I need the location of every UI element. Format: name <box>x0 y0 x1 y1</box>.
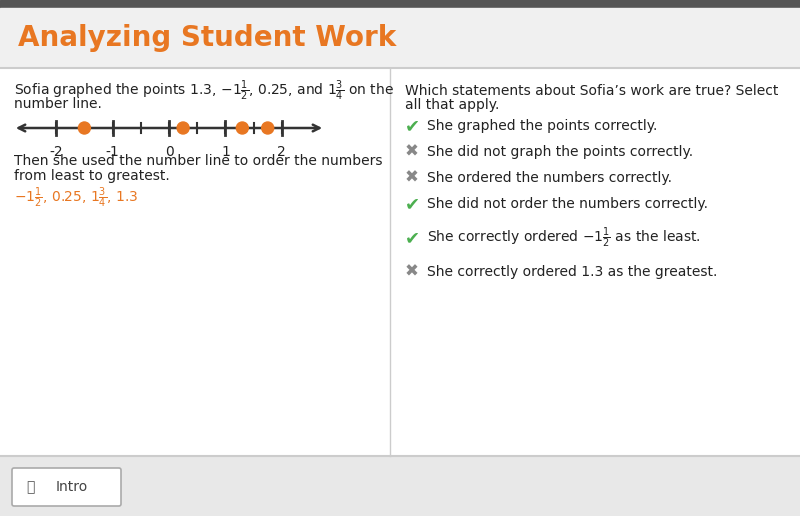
Text: -2: -2 <box>50 145 63 159</box>
Text: Then she used the number line to order the numbers: Then she used the number line to order t… <box>14 154 382 168</box>
Text: from least to greatest.: from least to greatest. <box>14 169 170 183</box>
Text: ✔: ✔ <box>405 229 420 247</box>
Text: She correctly ordered 1.3 as the greatest.: She correctly ordered 1.3 as the greates… <box>427 265 718 279</box>
Bar <box>0 456 800 516</box>
Text: Intro: Intro <box>56 480 88 494</box>
Text: 🔊: 🔊 <box>26 480 34 494</box>
Text: She graphed the points correctly.: She graphed the points correctly. <box>427 119 658 133</box>
Circle shape <box>262 122 274 134</box>
Text: number line.: number line. <box>14 97 102 111</box>
Text: 1: 1 <box>221 145 230 159</box>
Text: She ordered the numbers correctly.: She ordered the numbers correctly. <box>427 171 672 185</box>
Circle shape <box>78 122 90 134</box>
Text: Which statements about Sofia’s work are true? Select: Which statements about Sofia’s work are … <box>405 84 778 98</box>
Text: ✖: ✖ <box>405 263 419 281</box>
Circle shape <box>236 122 248 134</box>
Text: all that apply.: all that apply. <box>405 98 499 112</box>
Circle shape <box>177 122 189 134</box>
Text: ✖: ✖ <box>405 143 419 161</box>
Text: ✔: ✔ <box>405 195 420 213</box>
Text: She correctly ordered $-1\frac{1}{2}$ as the least.: She correctly ordered $-1\frac{1}{2}$ as… <box>427 226 701 250</box>
Bar <box>0 68 800 456</box>
Text: $-1\frac{1}{2}$, 0.25, $1\frac{3}{4}$, 1.3: $-1\frac{1}{2}$, 0.25, $1\frac{3}{4}$, 1… <box>14 186 138 210</box>
Text: ✔: ✔ <box>405 117 420 135</box>
Text: She did not order the numbers correctly.: She did not order the numbers correctly. <box>427 197 708 211</box>
Text: 2: 2 <box>278 145 286 159</box>
Text: She did not graph the points correctly.: She did not graph the points correctly. <box>427 145 693 159</box>
Text: -1: -1 <box>106 145 119 159</box>
FancyBboxPatch shape <box>12 468 121 506</box>
Text: Analyzing Student Work: Analyzing Student Work <box>18 24 396 52</box>
Bar <box>0 8 800 68</box>
Text: ✖: ✖ <box>405 169 419 187</box>
Text: 0: 0 <box>165 145 174 159</box>
Bar <box>0 0 800 8</box>
Text: Sofia graphed the points 1.3, $-1\frac{1}{2}$, 0.25, and $1\frac{3}{4}$ on the: Sofia graphed the points 1.3, $-1\frac{1… <box>14 79 394 103</box>
